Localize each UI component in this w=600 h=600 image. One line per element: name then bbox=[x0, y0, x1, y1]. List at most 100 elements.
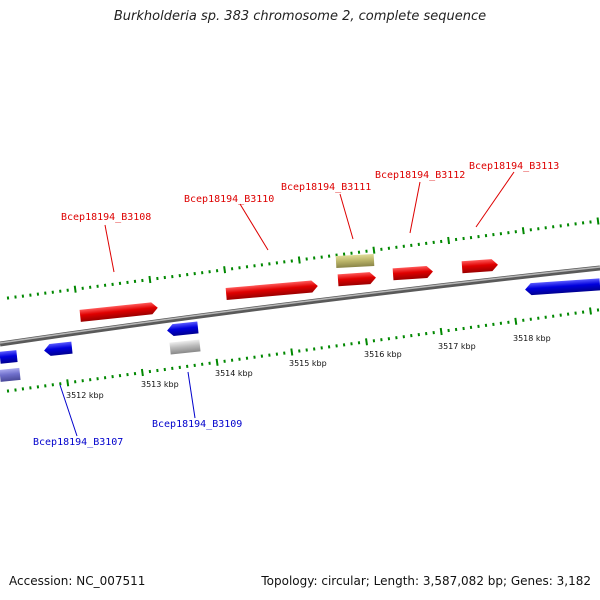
inner-minor-tick bbox=[298, 349, 301, 353]
outer-major-tick bbox=[223, 266, 227, 274]
outer-minor-tick bbox=[365, 249, 368, 253]
outer-minor-tick bbox=[440, 239, 443, 244]
inner-minor-tick bbox=[581, 310, 585, 314]
inner-minor-tick bbox=[268, 353, 271, 357]
inner-major-tick bbox=[365, 338, 368, 346]
inner-major-tick bbox=[66, 379, 70, 387]
outer-minor-tick bbox=[186, 272, 189, 277]
outer-minor-tick bbox=[96, 284, 99, 288]
outer-major-tick bbox=[148, 275, 152, 284]
outer-minor-tick bbox=[492, 232, 495, 237]
outer-minor-tick bbox=[21, 294, 25, 298]
gene-reverse-mid-arrow[interactable] bbox=[43, 341, 73, 357]
inner-minor-tick bbox=[238, 357, 241, 361]
inner-minor-tick bbox=[193, 363, 196, 368]
inner-minor-tick bbox=[454, 327, 458, 332]
gene-label-b3112[interactable]: Bcep18194_B3112 bbox=[375, 170, 465, 181]
outer-minor-tick bbox=[178, 273, 181, 278]
gene-b3107-arrow[interactable] bbox=[0, 367, 21, 382]
gene-b3108-arrow[interactable] bbox=[79, 302, 159, 322]
outer-minor-tick bbox=[253, 264, 256, 268]
outer-minor-tick bbox=[29, 293, 32, 297]
tick-label-3515: 3515 kbp bbox=[289, 359, 327, 368]
outer-minor-tick bbox=[118, 281, 122, 286]
outer-major-tick bbox=[447, 236, 451, 245]
inner-minor-tick bbox=[327, 345, 331, 349]
outer-minor-tick bbox=[387, 246, 391, 250]
outer-minor-tick bbox=[514, 230, 517, 234]
gene-label-b3107[interactable]: Bcep18194_B3107 bbox=[33, 437, 123, 448]
outer-minor-tick bbox=[51, 290, 54, 294]
topology-summary-text: Topology: circular; Length: 3,587,082 bp… bbox=[261, 574, 591, 588]
outer-minor-tick bbox=[238, 266, 241, 270]
inner-minor-tick bbox=[201, 362, 204, 366]
gene-b3110-arrow[interactable] bbox=[225, 280, 319, 300]
inner-minor-tick bbox=[178, 365, 181, 370]
inner-minor-tick bbox=[342, 343, 346, 347]
inner-minor-tick bbox=[133, 371, 137, 376]
gene-b3111-arrow[interactable] bbox=[337, 272, 377, 287]
gene-label-b3111[interactable]: Bcep18194_B3111 bbox=[281, 182, 371, 193]
outer-minor-tick bbox=[141, 278, 144, 283]
outer-minor-tick bbox=[283, 260, 286, 264]
outer-minor-tick bbox=[171, 274, 174, 279]
gene-b3112-arrow[interactable] bbox=[392, 265, 434, 281]
inner-minor-tick bbox=[230, 358, 234, 362]
tick-label-3513: 3513 kbp bbox=[141, 380, 179, 389]
inner-minor-tick bbox=[81, 379, 84, 383]
gene-label-b3113[interactable]: Bcep18194_B3113 bbox=[469, 161, 559, 172]
inner-minor-tick bbox=[186, 364, 189, 369]
inner-minor-tick bbox=[574, 311, 577, 315]
outer-minor-tick bbox=[581, 221, 585, 225]
outer-minor-tick bbox=[208, 270, 211, 274]
inner-minor-tick bbox=[21, 387, 25, 391]
gene-label-b3109[interactable]: Bcep18194_B3109 bbox=[152, 419, 242, 430]
outer-minor-tick bbox=[44, 291, 47, 295]
gene-label-b3108[interactable]: Bcep18194_B3108 bbox=[61, 212, 151, 223]
outer-tick-row bbox=[6, 217, 600, 300]
outer-minor-tick bbox=[320, 255, 323, 259]
outer-minor-tick bbox=[529, 228, 532, 232]
inner-minor-tick bbox=[552, 314, 555, 318]
inner-minor-tick bbox=[89, 378, 92, 382]
outer-minor-tick bbox=[305, 257, 308, 261]
inner-minor-tick bbox=[313, 347, 316, 351]
gene-reverse-right-arrow[interactable] bbox=[525, 278, 600, 296]
inner-minor-tick bbox=[245, 356, 249, 360]
outer-minor-tick bbox=[36, 292, 40, 296]
gene-reverse-left-arrow[interactable] bbox=[0, 350, 18, 364]
inner-minor-tick bbox=[492, 322, 495, 327]
inner-minor-tick bbox=[14, 388, 17, 392]
outer-minor-tick bbox=[462, 236, 465, 241]
inner-minor-tick bbox=[559, 313, 562, 317]
inner-major-tick bbox=[589, 307, 592, 315]
tick-label-3512: 3512 kbp bbox=[66, 391, 104, 400]
gene-olive-box[interactable] bbox=[335, 254, 375, 268]
inner-minor-tick bbox=[156, 368, 159, 373]
outer-minor-tick bbox=[357, 250, 361, 254]
inner-minor-tick bbox=[59, 382, 62, 386]
outer-minor-tick bbox=[335, 253, 338, 257]
b3109-leader bbox=[187, 371, 196, 419]
gene-b3109-box[interactable] bbox=[169, 339, 201, 355]
inner-minor-tick bbox=[305, 348, 308, 352]
outer-minor-tick bbox=[432, 240, 435, 245]
outer-minor-tick bbox=[537, 227, 540, 231]
gene-b3113-arrow[interactable] bbox=[461, 259, 499, 274]
outer-minor-tick bbox=[469, 235, 473, 240]
gene-label-b3110[interactable]: Bcep18194_B3110 bbox=[184, 194, 274, 205]
inner-minor-tick bbox=[402, 335, 405, 339]
outer-minor-tick bbox=[544, 226, 547, 230]
inner-minor-tick bbox=[447, 328, 450, 333]
inner-minor-tick bbox=[283, 351, 286, 355]
b3107-leader bbox=[59, 384, 78, 437]
gene-reverse-small-arrow[interactable] bbox=[166, 321, 199, 337]
outer-minor-tick bbox=[342, 252, 346, 256]
outer-minor-tick bbox=[589, 220, 592, 224]
inner-minor-tick bbox=[44, 384, 47, 388]
tick-label-3518: 3518 kbp bbox=[513, 334, 551, 343]
outer-minor-tick bbox=[410, 243, 413, 248]
inner-major-tick bbox=[439, 327, 443, 336]
outer-minor-tick bbox=[133, 279, 137, 284]
